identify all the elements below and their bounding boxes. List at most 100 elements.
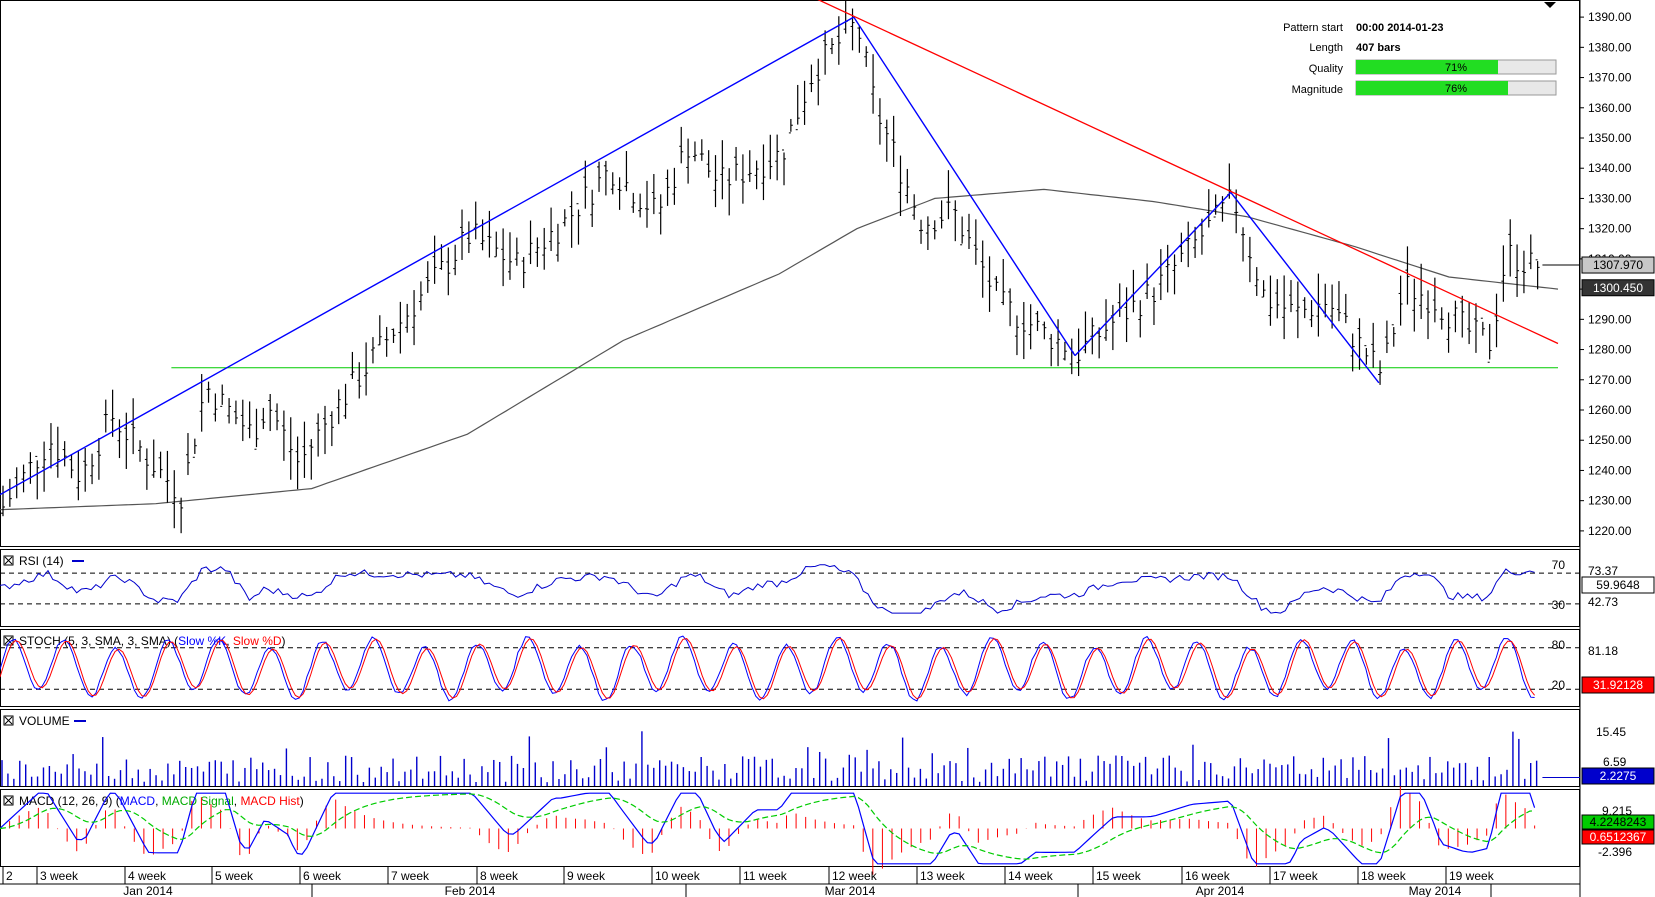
ohlc-bar: [1350, 333, 1355, 372]
ohlc-bar: [1035, 310, 1040, 332]
ohlc-bar: [1364, 345, 1369, 365]
ohlc-bar: [295, 436, 300, 490]
ohlc-bar: [1151, 287, 1156, 325]
ohlc-bar: [240, 399, 245, 442]
quality-value: 71%: [1445, 62, 1467, 74]
volume-panel-frame: [0, 709, 1580, 787]
week-label: 18 week: [1361, 869, 1407, 883]
macd-hist-value: 0.6512367: [1590, 830, 1647, 844]
rsi-panel: RSI (14) 70 30 73.37 42.73 59.9648: [0, 554, 1655, 614]
rsi-level-70: 70: [1552, 558, 1566, 572]
ohlc-bar: [501, 228, 506, 287]
price-tick-label: 1390.00: [1588, 10, 1632, 24]
ohlc-bar: [555, 223, 560, 262]
ohlc-bar: [1378, 360, 1383, 385]
ohlc-bar: [14, 467, 19, 499]
ohlc-bar: [966, 213, 971, 250]
ohlc-bar: [775, 134, 780, 181]
ohlc-bar: [624, 151, 629, 192]
ohlc-bar: [795, 84, 800, 131]
stoch-k-legend: Slow %K: [178, 634, 226, 648]
rsi-value: 59.9648: [1596, 578, 1640, 592]
ohlc-bar: [453, 244, 458, 276]
close-icon[interactable]: [3, 715, 14, 726]
volume-panel: VOLUME 15.45 6.59 2.2275: [1, 714, 1655, 786]
ohlc-bar: [96, 437, 101, 480]
ohlc-bar: [1453, 300, 1458, 333]
ohlc-bar: [665, 169, 670, 206]
month-label: Apr 2014: [1196, 884, 1245, 897]
macd-panel: MACD (12, 26, 9) (MACD, MACD Signal, MAC…: [0, 786, 1655, 875]
ohlc-bar: [1138, 300, 1143, 338]
ohlc-bar: [206, 381, 211, 403]
ohlc-bar: [1001, 259, 1006, 306]
chevron-down-icon[interactable]: [1544, 2, 1556, 8]
ohlc-bar: [364, 342, 369, 396]
ohlc-bar: [336, 389, 341, 425]
quality-bar-fill: [1356, 60, 1498, 74]
macd-title-text: MACD (12, 26, 9): [19, 794, 112, 808]
price-tick-label: 1360.00: [1588, 101, 1632, 115]
ohlc-bar: [247, 401, 252, 439]
ohlc-bar: [521, 256, 526, 289]
ohlc-bar: [1028, 304, 1033, 350]
ohlc-bar: [1145, 263, 1150, 299]
ohlc-bar: [158, 451, 163, 479]
ohlc-bar: [1467, 302, 1472, 345]
ohlc-bar: [316, 413, 321, 457]
ohlc-bar: [597, 161, 602, 192]
ohlc-bar: [1241, 227, 1246, 262]
ohlc-bar: [199, 374, 204, 432]
ohlc-bar: [1432, 277, 1437, 323]
ohlc-bar: [1247, 236, 1252, 283]
stoch-d-line: [0, 637, 1535, 700]
ohlc-bar: [576, 203, 581, 245]
ohlc-bar: [1288, 280, 1293, 313]
ohlc-bar: [494, 231, 499, 258]
ohlc-bar: [898, 155, 903, 217]
close-icon[interactable]: [3, 555, 14, 566]
week-label: 10 week: [655, 869, 701, 883]
week-label: 6 week: [303, 869, 342, 883]
rsi-level-30: 30: [1552, 598, 1566, 612]
ohlc-bar: [747, 150, 752, 182]
ohlc-bar: [679, 126, 684, 164]
ohlc-bar: [1384, 320, 1389, 354]
ohlc-bar: [1090, 317, 1095, 355]
ohlc-bar: [1042, 321, 1047, 340]
ohlc-bar: [83, 448, 88, 492]
ohlc-bar: [473, 201, 478, 240]
ohlc-bar: [487, 210, 492, 258]
ohlc-bar: [973, 219, 978, 265]
ohlc-bar: [213, 393, 218, 422]
ohlc-bar: [638, 193, 643, 218]
stoch-title-text: STOCH (5, 3, SMA, 3, SMA): [19, 634, 171, 648]
ohlc-bar: [179, 497, 184, 534]
ohlc-bar: [713, 155, 718, 208]
rsi-scale-low: 42.73: [1588, 595, 1618, 609]
close-icon[interactable]: [3, 795, 14, 806]
pattern-info: Pattern start 00:00 2014-01-23 Length 40…: [1283, 22, 1557, 96]
ohlc-bar: [1179, 232, 1184, 263]
ohlc-bar: [871, 54, 876, 114]
ohlc-bar: [1480, 317, 1485, 336]
quality-label: Quality: [1309, 63, 1344, 75]
ohlc-bar: [268, 393, 273, 432]
rsi-title: RSI (14): [19, 554, 64, 568]
macd-title: MACD (12, 26, 9) (MACD, MACD Signal, MAC…: [19, 794, 304, 808]
ohlc-bar: [425, 261, 430, 293]
ohlc-bar: [343, 383, 348, 419]
ohlc-bar: [432, 235, 437, 284]
ohlc-bar: [960, 216, 965, 246]
close-icon-cross: [4, 716, 13, 725]
ohlc-bar: [1515, 244, 1520, 297]
ohlc-bar: [1268, 275, 1273, 326]
ohlc-bar: [275, 403, 280, 431]
price-tick-label: 1380.00: [1588, 40, 1632, 54]
ohlc-bar: [192, 438, 197, 458]
ohlc-bar: [1110, 304, 1115, 351]
ohlc-bar: [1309, 300, 1314, 328]
magnitude-bar-fill: [1356, 81, 1508, 95]
ohlc-bar: [946, 170, 951, 220]
ohlc-bar: [466, 221, 471, 254]
